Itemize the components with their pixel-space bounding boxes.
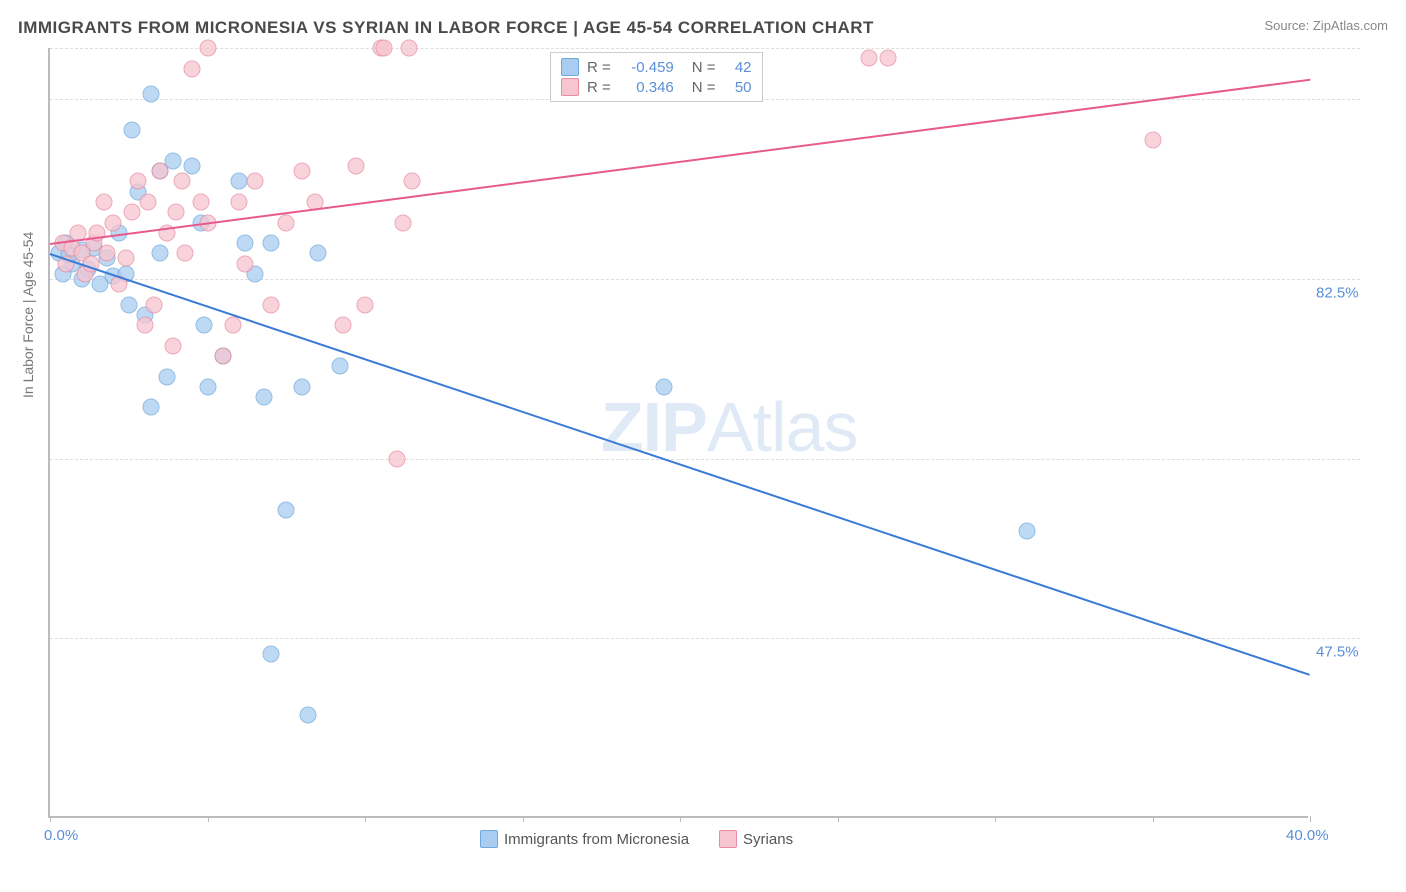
scatter-point xyxy=(130,173,147,190)
series-legend: Immigrants from Micronesia Syrians xyxy=(480,830,793,848)
series-legend-item: Syrians xyxy=(719,830,793,848)
legend-swatch xyxy=(561,78,579,96)
scatter-point xyxy=(278,214,295,231)
scatter-point xyxy=(183,158,200,175)
scatter-point xyxy=(98,245,115,262)
stats-legend-row: R = 0.346 N = 50 xyxy=(561,77,752,97)
scatter-point xyxy=(95,194,112,211)
stats-legend-row: R = -0.459 N = 42 xyxy=(561,57,752,77)
stats-legend: R = -0.459 N = 42 R = 0.346 N = 50 xyxy=(550,52,763,102)
x-tick xyxy=(838,816,839,822)
x-tick-label: 40.0% xyxy=(1286,827,1329,844)
scatter-point xyxy=(1144,132,1161,149)
source-attribution: Source: ZipAtlas.com xyxy=(1264,18,1388,33)
scatter-point xyxy=(294,163,311,180)
scatter-point xyxy=(183,60,200,77)
scatter-point xyxy=(120,296,137,313)
scatter-point xyxy=(174,173,191,190)
legend-N-label: N = xyxy=(692,79,716,96)
scatter-point xyxy=(196,317,213,334)
scatter-point xyxy=(152,163,169,180)
scatter-point xyxy=(656,378,673,395)
scatter-point xyxy=(404,173,421,190)
scatter-point xyxy=(215,348,232,365)
legend-swatch xyxy=(719,830,737,848)
plot-region: 47.5%82.5%0.0%40.0%R =-0.459N =42R =0.34… xyxy=(48,48,1308,818)
regression-line xyxy=(50,253,1311,676)
scatter-point xyxy=(231,173,248,190)
scatter-point xyxy=(224,317,241,334)
scatter-point xyxy=(262,296,279,313)
scatter-point xyxy=(199,40,216,57)
scatter-point xyxy=(309,245,326,262)
x-tick xyxy=(365,816,366,822)
scatter-point xyxy=(347,158,364,175)
scatter-point xyxy=(394,214,411,231)
x-tick xyxy=(680,816,681,822)
scatter-point xyxy=(331,358,348,375)
scatter-point xyxy=(117,250,134,267)
scatter-point xyxy=(177,245,194,262)
scatter-point xyxy=(861,50,878,67)
legend-swatch xyxy=(480,830,498,848)
scatter-point xyxy=(158,368,175,385)
regression-line xyxy=(50,79,1310,245)
legend-swatch xyxy=(561,58,579,76)
legend-R-label: R = xyxy=(587,79,611,96)
scatter-point xyxy=(334,317,351,334)
scatter-point xyxy=(262,235,279,252)
scatter-point xyxy=(199,378,216,395)
gridline xyxy=(50,459,1360,460)
scatter-point xyxy=(262,645,279,662)
x-tick xyxy=(1153,816,1154,822)
legend-R-label: R = xyxy=(587,59,611,76)
scatter-point xyxy=(256,389,273,406)
scatter-point xyxy=(357,296,374,313)
scatter-point xyxy=(193,194,210,211)
scatter-point xyxy=(879,50,896,67)
x-tick-label: 0.0% xyxy=(44,827,78,844)
scatter-point xyxy=(164,337,181,354)
scatter-point xyxy=(168,204,185,221)
x-tick xyxy=(208,816,209,822)
gridline xyxy=(50,279,1360,280)
scatter-point xyxy=(1018,522,1035,539)
series-legend-label: Syrians xyxy=(743,831,793,848)
x-tick xyxy=(523,816,524,822)
scatter-point xyxy=(142,399,159,416)
legend-R-value: 0.346 xyxy=(619,79,674,96)
legend-N-value: 42 xyxy=(724,59,752,76)
scatter-point xyxy=(246,173,263,190)
scatter-point xyxy=(237,235,254,252)
scatter-point xyxy=(401,40,418,57)
scatter-point xyxy=(152,245,169,262)
legend-R-value: -0.459 xyxy=(619,59,674,76)
x-tick xyxy=(995,816,996,822)
scatter-point xyxy=(237,255,254,272)
scatter-point xyxy=(375,40,392,57)
correlation-chart: 47.5%82.5%0.0%40.0%R =-0.459N =42R =0.34… xyxy=(48,48,1358,838)
scatter-point xyxy=(123,204,140,221)
scatter-point xyxy=(142,86,159,103)
page-title: IMMIGRANTS FROM MICRONESIA VS SYRIAN IN … xyxy=(18,18,874,38)
scatter-point xyxy=(139,194,156,211)
scatter-point xyxy=(294,378,311,395)
x-tick xyxy=(50,816,51,822)
scatter-point xyxy=(136,317,153,334)
legend-N-value: 50 xyxy=(724,79,752,96)
scatter-point xyxy=(278,502,295,519)
gridline xyxy=(50,638,1360,639)
scatter-point xyxy=(231,194,248,211)
scatter-point xyxy=(105,214,122,231)
series-legend-label: Immigrants from Micronesia xyxy=(504,831,689,848)
series-legend-item: Immigrants from Micronesia xyxy=(480,830,689,848)
scatter-point xyxy=(300,707,317,724)
x-tick xyxy=(1310,816,1311,822)
legend-N-label: N = xyxy=(692,59,716,76)
scatter-point xyxy=(123,122,140,139)
gridline xyxy=(50,48,1360,49)
scatter-point xyxy=(388,450,405,467)
y-axis-label: In Labor Force | Age 45-54 xyxy=(20,232,36,398)
scatter-point xyxy=(145,296,162,313)
